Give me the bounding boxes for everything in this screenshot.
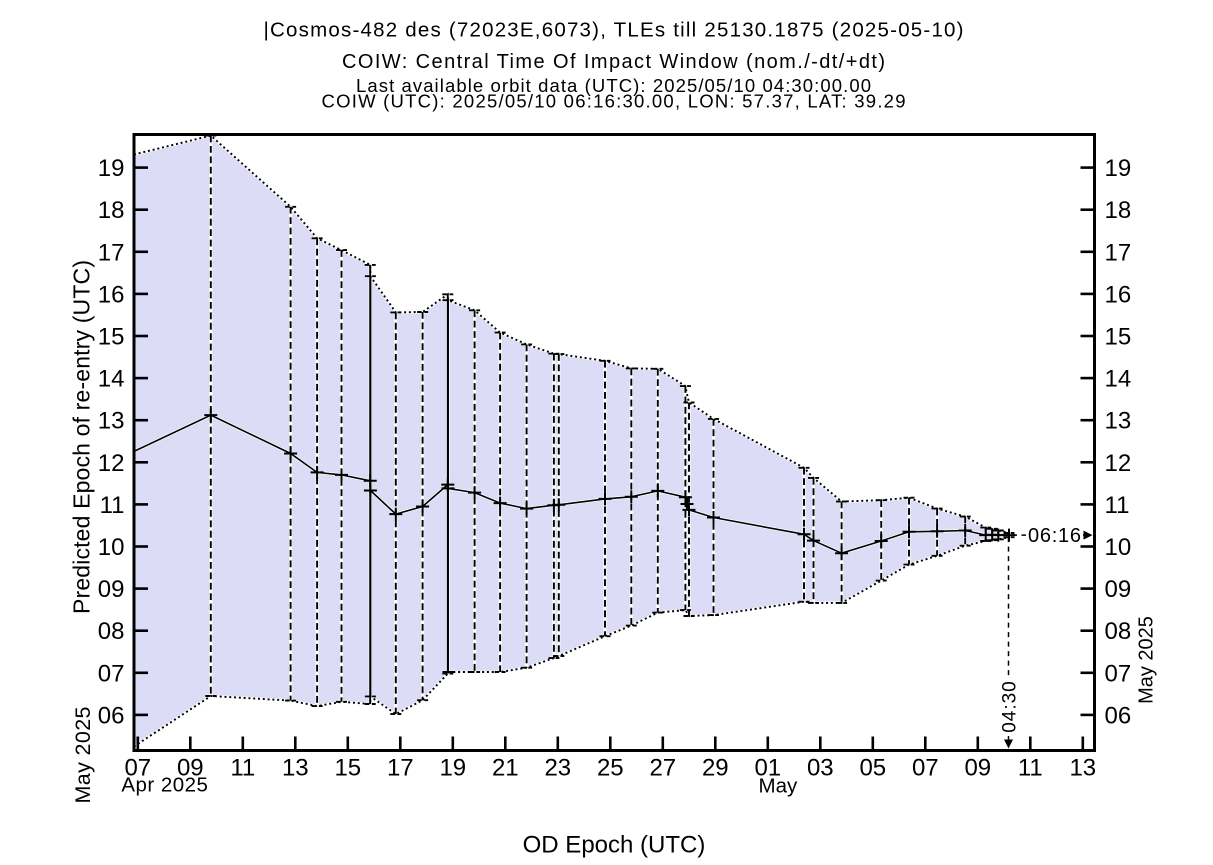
svg-text:05: 05 — [859, 755, 886, 782]
svg-text:Last available orbit data (UTC: Last available orbit data (UTC): 2025/05… — [356, 75, 871, 96]
svg-text:11: 11 — [230, 755, 255, 782]
svg-text:|Cosmos-482 des (72023E,6073),: |Cosmos-482 des (72023E,6073), TLEs till… — [264, 19, 964, 42]
svg-text:17: 17 — [98, 239, 125, 266]
svg-text:12: 12 — [98, 450, 125, 477]
svg-text:29: 29 — [702, 755, 729, 782]
svg-text:09: 09 — [964, 755, 991, 782]
svg-text:08: 08 — [1105, 618, 1132, 645]
svg-text:11: 11 — [1105, 492, 1130, 519]
svg-text:06: 06 — [98, 702, 125, 729]
svg-text:07: 07 — [98, 660, 125, 687]
svg-text:16: 16 — [1105, 281, 1132, 308]
svg-text:COIW: Central Time Of Impact W: COIW: Central Time Of Impact Window (nom… — [342, 51, 885, 73]
svg-text:07: 07 — [912, 755, 939, 782]
svg-text:03: 03 — [807, 755, 834, 782]
svg-text:16: 16 — [98, 281, 125, 308]
svg-text:Predicted Epoch of re-entry (U: Predicted Epoch of re-entry (UTC) — [69, 260, 95, 614]
svg-text:15: 15 — [1105, 324, 1132, 351]
svg-text:10: 10 — [1105, 534, 1132, 561]
svg-text:May 2025: May 2025 — [1136, 616, 1158, 704]
svg-text:23: 23 — [544, 755, 571, 782]
svg-text:19: 19 — [1105, 155, 1132, 182]
svg-text:COIW (UTC): 2025/05/10 06:16:3: COIW (UTC): 2025/05/10 06:16:30.00, LON:… — [322, 91, 906, 112]
svg-text:13: 13 — [98, 408, 125, 435]
svg-text:09: 09 — [177, 755, 204, 782]
svg-text:11: 11 — [1018, 755, 1043, 782]
svg-text:06: 06 — [1105, 702, 1132, 729]
svg-text:18: 18 — [98, 197, 125, 224]
svg-text:17: 17 — [1105, 239, 1132, 266]
svg-text:25: 25 — [597, 755, 624, 782]
svg-text:15: 15 — [334, 755, 361, 782]
svg-text:19: 19 — [439, 755, 466, 782]
svg-text:08: 08 — [98, 618, 125, 645]
svg-text:09: 09 — [98, 576, 125, 603]
svg-text:14: 14 — [1105, 366, 1132, 393]
svg-text:18: 18 — [1105, 197, 1132, 224]
svg-text:May: May — [759, 775, 798, 798]
svg-text:07: 07 — [124, 755, 151, 782]
svg-text:10: 10 — [98, 534, 125, 561]
svg-text:May 2025: May 2025 — [71, 706, 95, 803]
svg-text:13: 13 — [1069, 755, 1096, 782]
svg-text:21: 21 — [492, 755, 519, 782]
svg-text:19: 19 — [98, 155, 125, 182]
svg-text:06:16: 06:16 — [1028, 525, 1081, 547]
svg-text:17: 17 — [387, 755, 414, 782]
svg-text:04:30: 04:30 — [1000, 681, 1021, 733]
svg-text:09: 09 — [1105, 576, 1132, 603]
svg-text:07: 07 — [1105, 660, 1132, 687]
svg-text:01: 01 — [754, 755, 781, 782]
svg-text:11: 11 — [100, 492, 125, 519]
svg-text:Apr 2025: Apr 2025 — [121, 774, 207, 797]
svg-text:13: 13 — [282, 755, 309, 782]
svg-text:15: 15 — [98, 324, 125, 351]
svg-text:13: 13 — [1105, 408, 1132, 435]
svg-text:12: 12 — [1105, 450, 1132, 477]
svg-text:OD Epoch (UTC): OD Epoch (UTC) — [523, 832, 706, 859]
svg-text:14: 14 — [98, 366, 125, 393]
svg-text:27: 27 — [649, 755, 676, 782]
